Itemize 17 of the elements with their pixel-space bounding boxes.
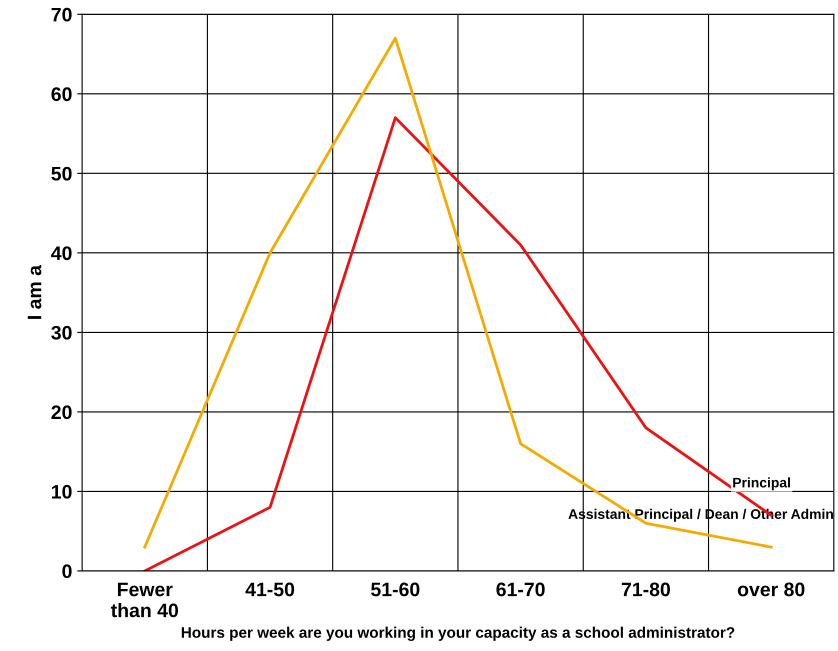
y-tick-label: 40 (51, 246, 72, 260)
x-axis-title: Hours per week are you working in your capacity as a school administrator? (182, 626, 734, 641)
x-tick-label: 71-80 (622, 582, 670, 596)
y-tick-label: 30 (51, 326, 72, 340)
y-tick-label: 10 (52, 484, 72, 499)
x-tick-label: Fewer than 40 (110, 582, 178, 618)
x-tick-label: 61-70 (496, 582, 545, 596)
y-tick-label: 20 (51, 405, 72, 420)
x-tick-label: over 80 (738, 582, 804, 596)
x-tick-label: 41-50 (245, 582, 294, 596)
y-tick-label: 0 (62, 564, 72, 578)
y-tick-label: 50 (51, 166, 72, 181)
y-axis-title: I am a (28, 264, 42, 319)
y-tick-label: 60 (51, 87, 72, 102)
series-label: Principal (733, 477, 790, 490)
y-tick-label: 70 (52, 8, 72, 22)
x-tick-label: 51-60 (371, 582, 420, 596)
